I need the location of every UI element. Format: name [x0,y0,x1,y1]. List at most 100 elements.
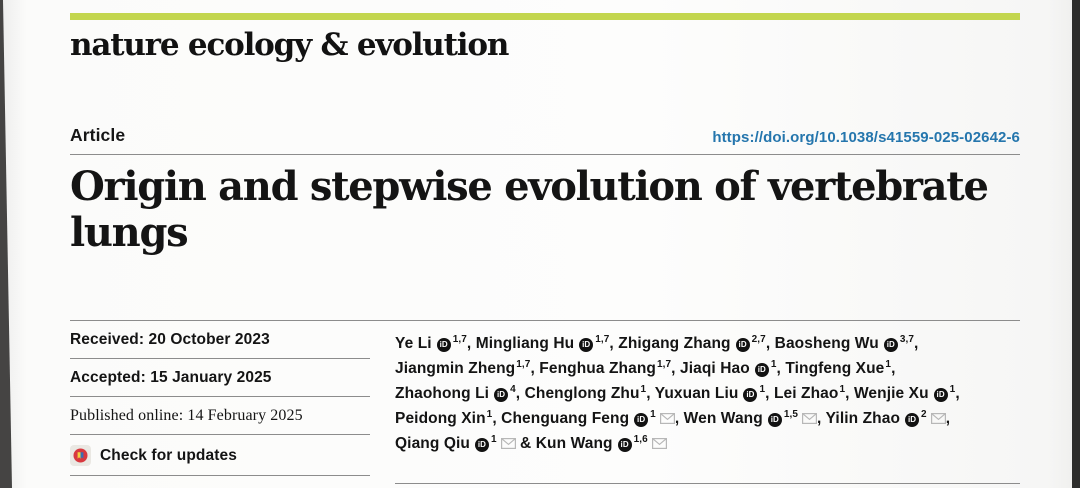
author: Chenglong Zhu1 [524,383,647,402]
author-affiliation-superscript: 1,7 [516,358,531,370]
author-affiliation-superscript: 1,6 [633,433,648,445]
author: Yilin Zhao iD 2 [825,408,946,427]
published-date: Published online: 14 February 2025 [70,407,303,424]
author: Chenguang Feng iD 1 [501,408,675,427]
author-name: Kun Wang [535,435,613,452]
article-type-label: Article [70,125,126,145]
received-date: Received: 20 October 2023 [70,331,270,348]
author: Kun Wang iD 1,6 [535,433,667,452]
author-name: Wenjie Xu [853,385,929,402]
author: Baosheng Wu iD 3,7 [774,333,915,352]
article-meta-section: Received: 20 October 2023 Accepted: 15 J… [70,320,1020,484]
author-affiliation-superscript: 1 [759,383,766,395]
accepted-date: Accepted: 15 January 2025 [70,369,272,386]
orcid-icon[interactable]: iD [905,413,920,427]
author-name: Ye Li [395,335,432,352]
author-name: Qiang Qiu [395,435,470,452]
author-name: Wen Wang [683,410,763,427]
author-affiliation-superscript: 1 [770,358,777,370]
author: Wen Wang iD 1,5 [683,408,818,427]
orcid-icon[interactable]: iD [743,388,758,402]
orcid-icon[interactable]: iD [579,338,594,352]
orcid-icon[interactable]: iD [735,338,750,352]
author-name: Yuxuan Liu [654,385,739,402]
author-affiliation-superscript: 3,7 [899,333,915,345]
author-affiliation-superscript: 1 [486,408,493,420]
author-affiliation-superscript: 1 [490,433,497,445]
published-date-row: Published online: 14 February 2025 [70,397,370,435]
author: Yuxuan Liu iD 1 [654,383,766,402]
orcid-icon[interactable]: iD [883,338,898,352]
author-name: Zhaohong Li [395,385,490,402]
email-icon[interactable] [659,413,675,425]
orcid-icon[interactable]: iD [933,388,948,402]
author-affiliation-superscript: 1 [839,383,846,395]
author-name: Yilin Zhao [825,410,901,427]
author-affiliation-superscript: 1,5 [783,408,799,420]
author-affiliation-superscript: 1,7 [595,333,610,345]
author-name: Zhigang Zhang [618,335,731,352]
author-affiliation-superscript: 1 [949,383,956,395]
author-list: Ye Li iD 1,7, Mingliang Hu iD 1,7, Zhigang Z… [395,321,1020,484]
author: Zhaohong Li iD 4 [395,383,516,402]
check-for-updates-label: Check for updates [100,446,237,464]
author: Jiangmin Zheng1,7 [395,358,531,377]
author-affiliation-superscript: 2 [921,408,927,420]
author-affiliation-superscript: 1 [650,408,656,420]
author-name: Lei Zhao [773,385,839,402]
email-icon[interactable] [651,438,667,450]
email-icon[interactable] [930,413,946,425]
author: Tingfeng Xue1 [785,358,892,377]
page-edge-right [1072,0,1080,488]
author-name: Tingfeng Xue [785,360,885,377]
page-content: nature ecology & evolution Article https… [70,0,1020,484]
author-affiliation-superscript: 1,7 [656,358,672,370]
article-title: Origin and stepwise evolution of vertebr… [70,164,1020,256]
check-for-updates-button[interactable]: Check for updates [70,435,370,476]
author-affiliation-superscript: 1 [885,358,892,370]
author-name: Jiangmin Zheng [395,360,516,377]
author-name: Mingliang Hu [475,335,575,352]
email-icon[interactable] [802,413,818,425]
orcid-icon[interactable]: iD [634,413,649,427]
article-header-row: Article https://doi.org/10.1038/s41559-0… [70,125,1020,155]
author: Zhigang Zhang iD 2,7 [618,333,766,352]
journal-wordmark: nature ecology & evolution [70,27,509,63]
orcid-icon[interactable]: iD [767,413,782,427]
author-name: Chenglong Zhu [524,385,640,402]
author-affiliation-superscript: 4 [510,383,516,395]
article-title-line2: lungs [70,209,189,256]
column-gutter [370,321,395,484]
author: Peidong Xin1 [395,408,493,427]
crossmark-icon [70,445,91,466]
author-name: Baosheng Wu [774,335,879,352]
accepted-date-row: Accepted: 15 January 2025 [70,359,370,397]
author: Qiang Qiu iD 1 [395,433,516,452]
orcid-icon[interactable]: iD [754,363,769,377]
author-name: Chenguang Feng [501,410,630,427]
author: Lei Zhao1 [773,383,846,402]
article-history-column: Received: 20 October 2023 Accepted: 15 J… [70,321,370,484]
doi-link[interactable]: https://doi.org/10.1038/s41559-025-02642… [712,129,1020,146]
author-affiliation-superscript: 1 [640,383,647,395]
orcid-icon[interactable]: iD [436,338,451,352]
author: Wenjie Xu iD 1 [853,383,956,402]
author-affiliation-superscript: 2,7 [751,333,766,345]
author-name: Fenghua Zhang [539,360,656,377]
author-name: Peidong Xin [395,410,486,427]
orcid-icon[interactable]: iD [617,438,632,452]
author: Jiaqi Hao iD 1 [680,358,777,377]
author: Fenghua Zhang1,7 [539,358,672,377]
author-affiliation-superscript: 1,7 [452,333,467,345]
page-edge-left [0,0,12,488]
article-title-line1: Origin and stepwise evolution of vertebr… [70,163,989,210]
orcid-icon[interactable]: iD [474,438,489,452]
author: Ye Li iD 1,7 [395,333,467,352]
author: Mingliang Hu iD 1,7 [475,333,610,352]
journal-accent-bar [70,13,1020,20]
orcid-icon[interactable]: iD [494,388,509,402]
email-icon[interactable] [500,438,516,450]
received-date-row: Received: 20 October 2023 [70,321,370,359]
author-name: Jiaqi Hao [680,360,750,377]
